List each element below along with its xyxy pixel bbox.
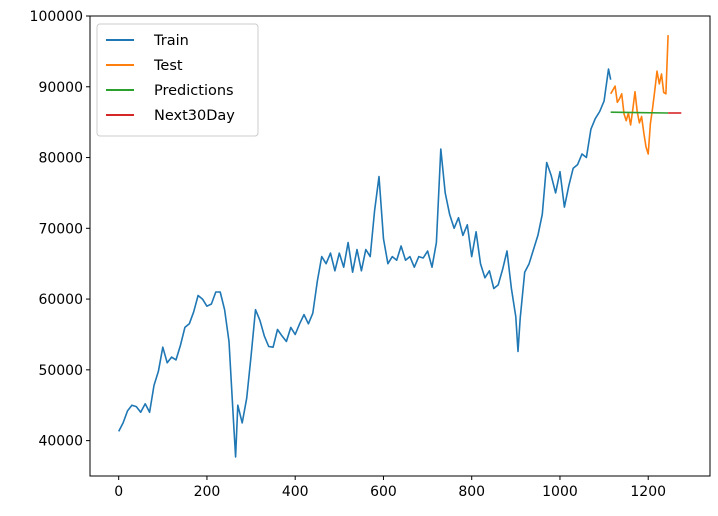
x-tick-label: 400 [282, 484, 309, 500]
x-tick-label: 1000 [542, 484, 578, 500]
series-line-predictions [610, 111, 669, 114]
y-tick-label: 80000 [38, 151, 83, 167]
y-tick-label: 70000 [38, 221, 83, 237]
x-tick-label: 600 [370, 484, 397, 500]
y-tick-label: 40000 [38, 434, 83, 450]
legend-label-test: Test [153, 58, 183, 74]
legend: Train Test Predictions Next30Day [96, 23, 259, 137]
x-tick-label: 1200 [630, 484, 666, 500]
series-line-train [117, 68, 612, 458]
y-tick-label: 90000 [38, 80, 83, 96]
y-tick-label: 100000 [30, 9, 83, 25]
y-tick-label: 60000 [38, 292, 83, 308]
series-line-test [610, 35, 669, 155]
axis-layer: 0 200 400 600 800 1000 1200 40000 50000 60000 7000… [30, 9, 666, 500]
legend-label-predictions: Predictions [154, 83, 234, 99]
legend-box [96, 23, 259, 137]
series-layer [117, 35, 682, 458]
x-tick-label: 200 [194, 484, 221, 500]
legend-label-next30day: Next30Day [154, 108, 235, 124]
legend-label-train: Train [153, 33, 189, 49]
x-tick-label: 0 [114, 484, 123, 500]
y-tick-label: 50000 [38, 363, 83, 379]
x-tick-label: 800 [458, 484, 485, 500]
